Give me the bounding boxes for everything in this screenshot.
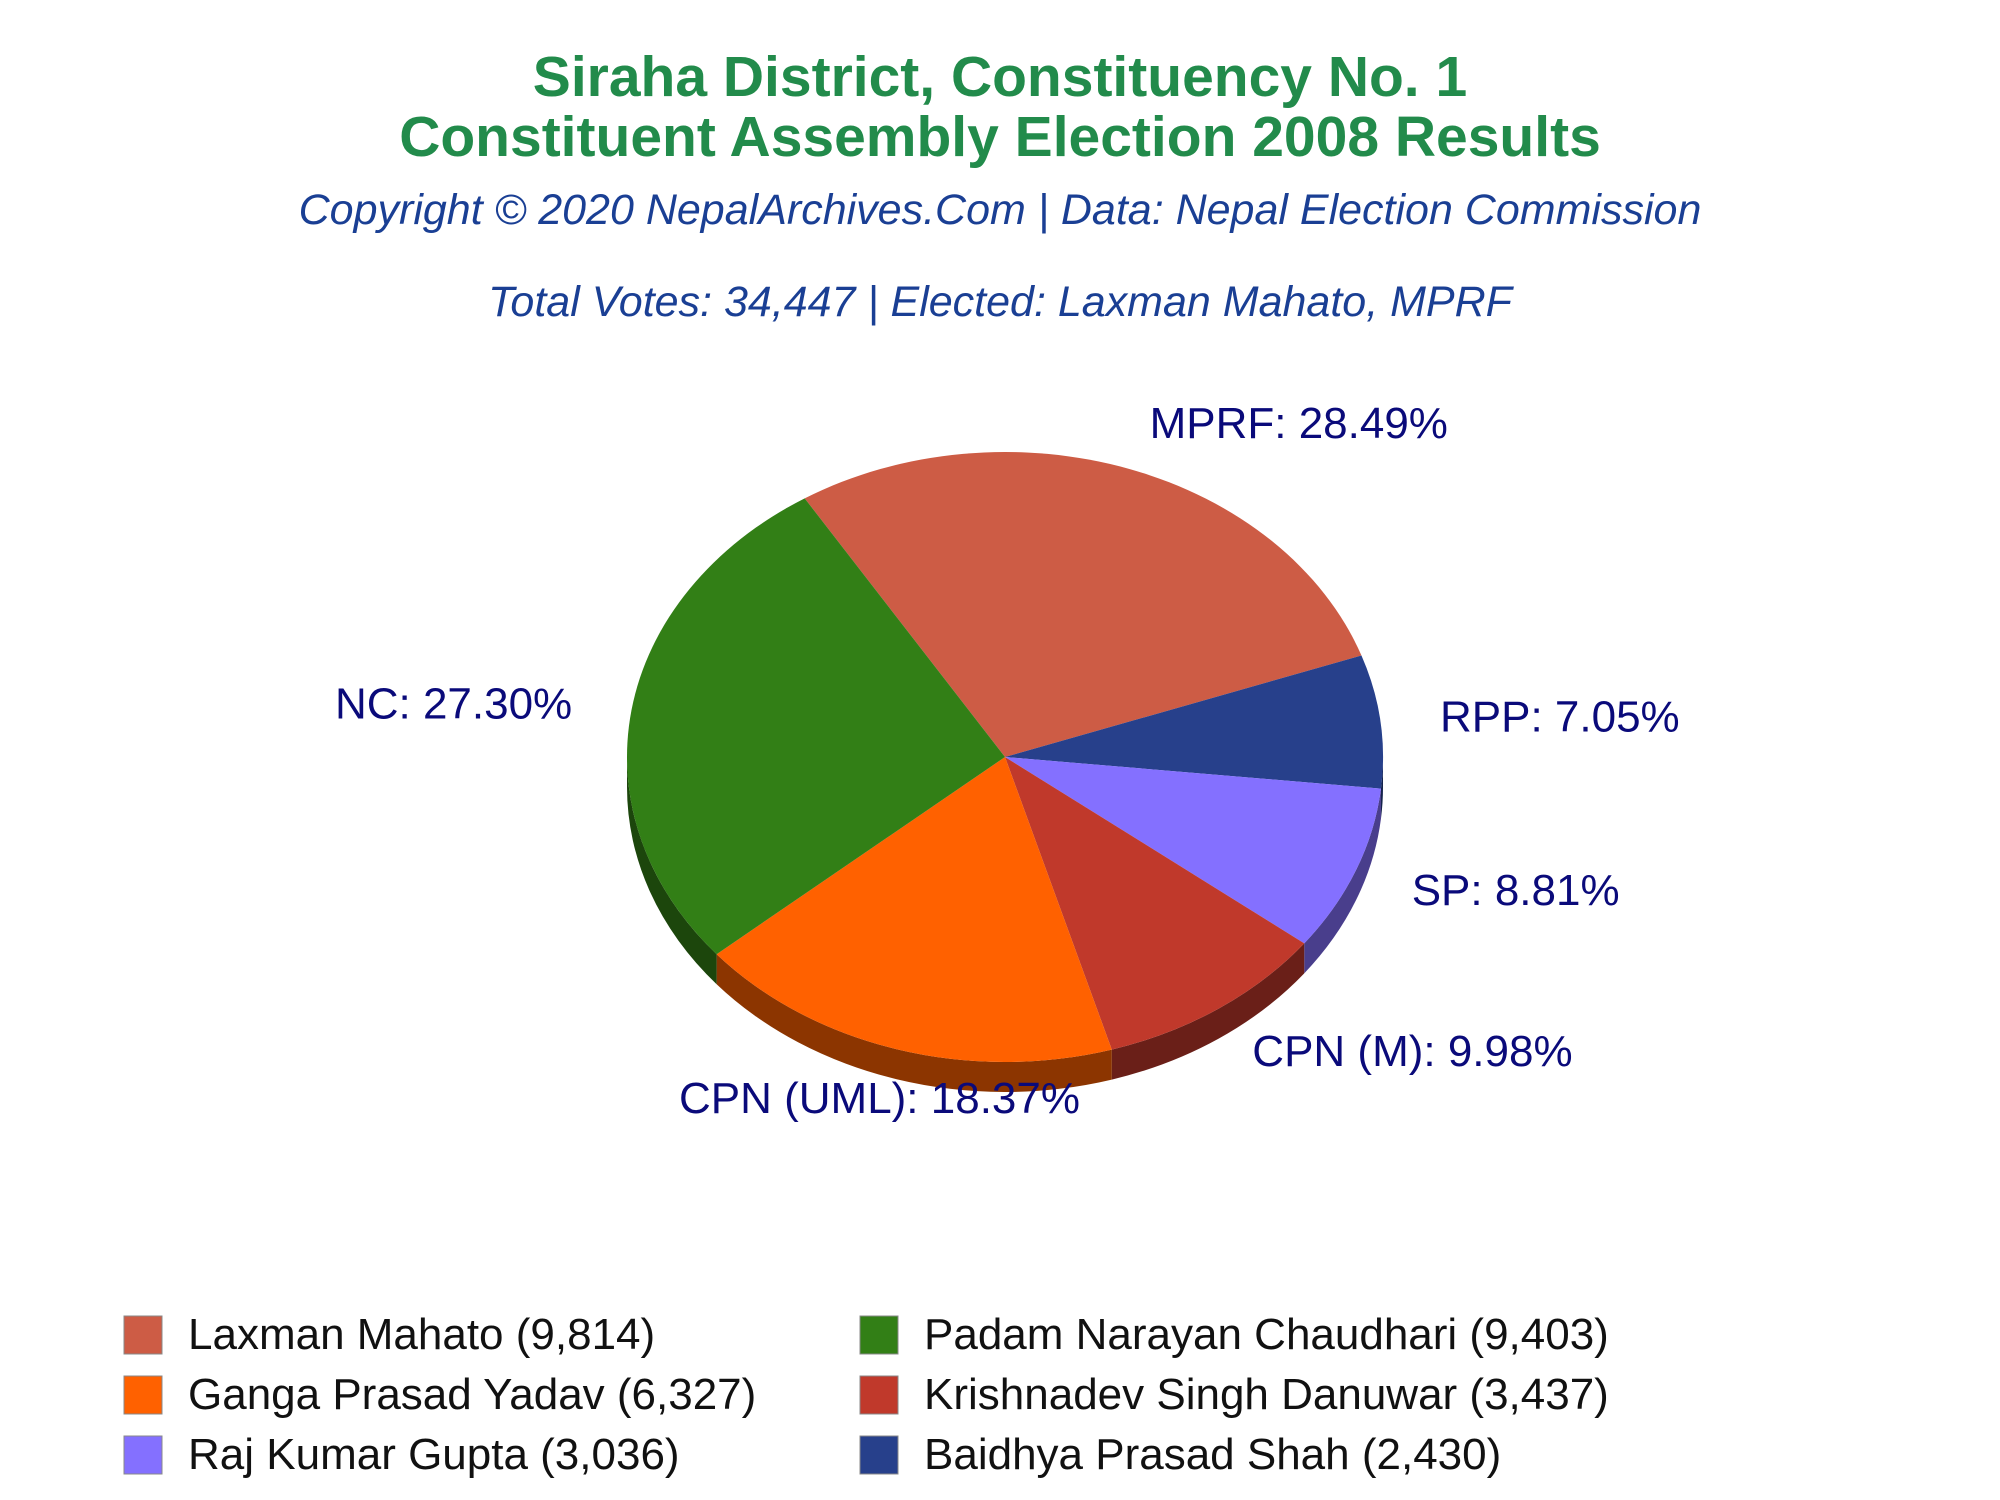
legend-label: Padam Narayan Chaudhari (9,403)	[924, 1310, 1609, 1359]
chart-title: Siraha District, Constituency No. 1	[533, 45, 1467, 109]
pie-side-4	[716, 954, 1112, 1092]
legend-item-5: Baidhya Prasad Shah (2,430)	[859, 1430, 1501, 1479]
slice-label-1: RPP: 7.05%	[1440, 692, 1680, 741]
legend-swatch	[123, 1315, 163, 1355]
legend-item-2: Ganga Prasad Yadav (6,327)	[123, 1370, 756, 1419]
pie-slices	[627, 451, 1384, 1062]
legend-label: Krishnadev Singh Danuwar (3,437)	[924, 1370, 1609, 1419]
legend-item-4: Raj Kumar Gupta (3,036)	[123, 1430, 680, 1479]
slice-labels: MPRF: 28.49% RPP: 7.05% SP: 8.81% CPN (M): …	[335, 399, 1680, 1123]
pie-slice-5	[627, 498, 1005, 955]
legend-label: Raj Kumar Gupta (3,036)	[188, 1430, 680, 1479]
legend-swatch	[859, 1315, 899, 1355]
legend-swatch	[859, 1435, 899, 1475]
legend-item-0: Laxman Mahato (9,814)	[123, 1310, 655, 1359]
legend-swatch	[123, 1435, 163, 1475]
legend: Laxman Mahato (9,814) Padam Narayan Chaud…	[123, 1310, 1609, 1479]
legend-label: Ganga Prasad Yadav (6,327)	[188, 1370, 756, 1419]
pie-slice-0	[804, 451, 1362, 757]
pie-slice-4	[716, 757, 1112, 1062]
chart-title-line2: Constituent Assembly Election 2008 Resul…	[399, 105, 1601, 169]
legend-swatch	[859, 1375, 899, 1415]
pie-side-1	[1380, 757, 1383, 819]
legend-label: Baidhya Prasad Shah (2,430)	[924, 1430, 1501, 1479]
chart-info: Total Votes: 34,447 | Elected: Laxman Ma…	[488, 278, 1515, 326]
pie-slice-1	[1005, 655, 1384, 789]
pie-side-5	[627, 757, 717, 985]
slice-label-5: NC: 27.30%	[335, 679, 572, 728]
slice-label-4: CPN (UML): 18.37%	[679, 1074, 1080, 1123]
chart-subtitle: Copyright © 2020 NepalArchives.Com | Dat…	[299, 186, 1702, 234]
slice-label-2: SP: 8.81%	[1412, 866, 1620, 915]
pie-side-3	[1111, 943, 1305, 1080]
legend-swatch	[123, 1375, 163, 1415]
pie-side-2	[1304, 788, 1381, 974]
legend-item-1: Padam Narayan Chaudhari (9,403)	[859, 1310, 1609, 1359]
legend-item-3: Krishnadev Singh Danuwar (3,437)	[859, 1370, 1609, 1419]
legend-label: Laxman Mahato (9,814)	[188, 1310, 655, 1359]
slice-label-3: CPN (M): 9.98%	[1252, 1027, 1572, 1076]
pie-slice-2	[1005, 757, 1381, 944]
pie-slice-3	[1005, 757, 1305, 1050]
pie-depth	[627, 757, 1383, 1092]
slice-label-0: MPRF: 28.49%	[1150, 399, 1448, 448]
